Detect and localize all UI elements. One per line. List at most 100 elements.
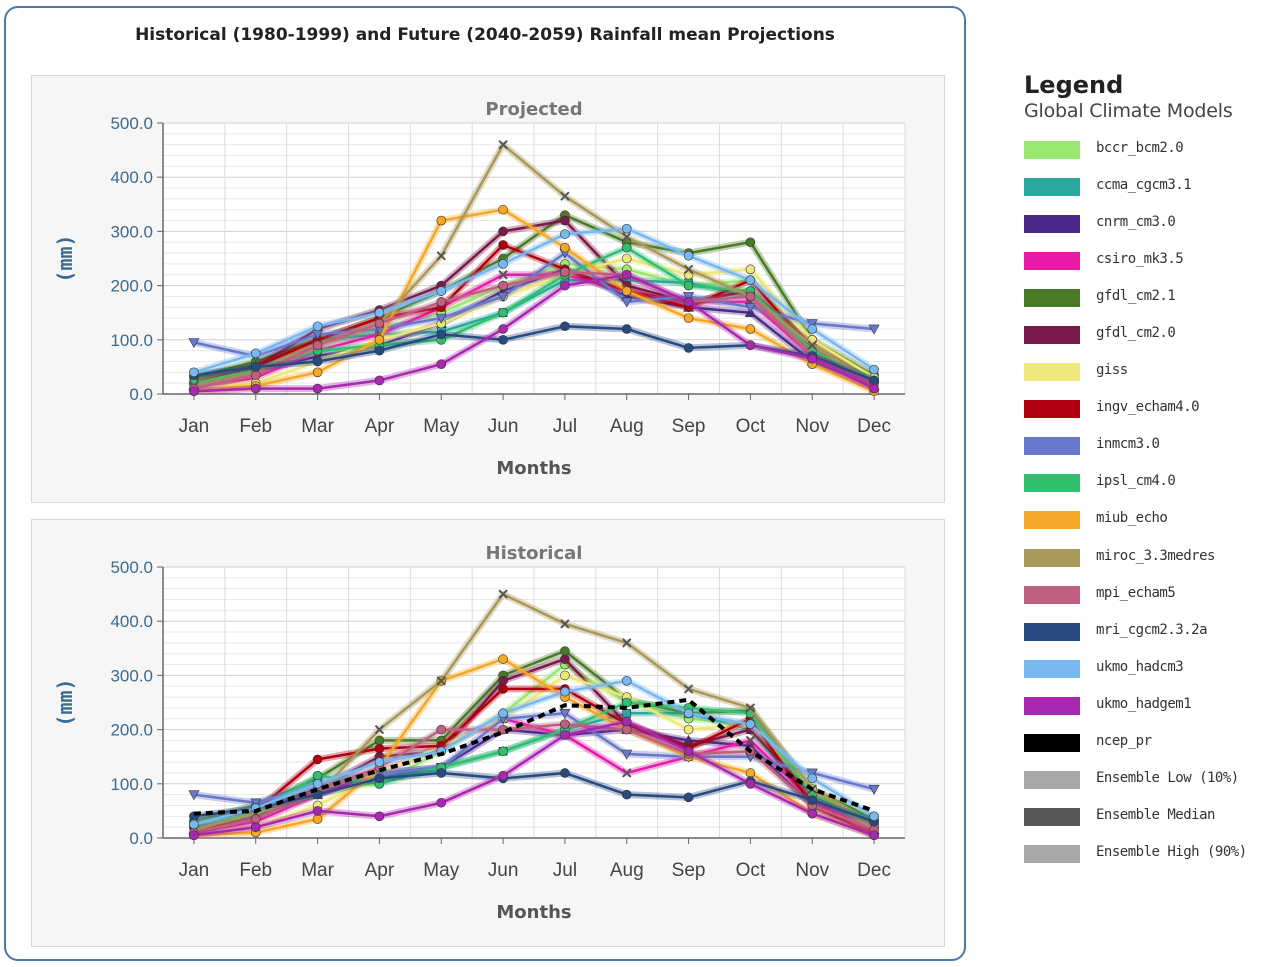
data-point	[560, 321, 570, 332]
legend-item[interactable]: ccma_cgcm3.1	[1024, 173, 1269, 210]
y-tick-label: 400.0	[110, 168, 153, 187]
data-point	[869, 383, 879, 394]
legend-item[interactable]: mri_cgcm2.3.2a	[1024, 618, 1269, 655]
series-line	[193, 208, 875, 393]
data-point	[683, 708, 694, 719]
legend-item[interactable]: giss	[1024, 358, 1269, 395]
x-tick-label: May	[423, 416, 459, 437]
data-point	[498, 746, 508, 757]
data-point	[560, 670, 570, 681]
x-tick-label: Jul	[553, 416, 577, 437]
legend-item[interactable]: ukmo_hadgem1	[1024, 692, 1269, 729]
legend-label: csiro_mk3.5	[1096, 251, 1184, 268]
legend-item[interactable]: ingv_echam4.0	[1024, 395, 1269, 432]
x-tick-label: Oct	[736, 860, 766, 881]
legend-label: Ensemble Low (10%)	[1096, 769, 1239, 786]
data-point	[745, 719, 756, 729]
legend-swatch	[1024, 252, 1080, 271]
legend-swatch	[1024, 733, 1080, 752]
data-point	[436, 297, 447, 307]
data-point	[312, 321, 323, 332]
y-tick-label: 400.0	[110, 612, 153, 631]
y-axis-label: (mm)	[53, 678, 77, 726]
chart-subtitle: Projected	[485, 99, 582, 120]
data-point	[745, 768, 756, 778]
legend-label: bccr_bcm2.0	[1096, 140, 1184, 156]
legend-item[interactable]: csiro_mk3.5	[1024, 247, 1269, 284]
legend-swatch	[1024, 770, 1080, 789]
y-tick-label: 500.0	[110, 114, 153, 133]
data-point	[683, 684, 694, 694]
data-point	[806, 768, 818, 779]
data-point	[498, 280, 508, 291]
data-point	[560, 267, 570, 277]
series-line	[193, 270, 875, 390]
legend-item[interactable]: ncep_pr	[1024, 729, 1269, 766]
legend-swatch	[1024, 437, 1080, 456]
data-point	[436, 768, 447, 778]
series-line	[193, 268, 875, 388]
data-point	[807, 353, 818, 364]
series-ukmo_hadgem1	[189, 269, 879, 397]
data-point	[374, 318, 385, 329]
data-point	[621, 269, 632, 280]
legend-label: cnrm_cm3.0	[1096, 214, 1176, 231]
y-tick-label: 500.0	[110, 558, 153, 577]
data-point	[745, 778, 756, 789]
series-line	[193, 697, 875, 816]
data-point	[683, 792, 694, 803]
data-point	[250, 362, 261, 372]
data-point	[559, 709, 571, 719]
x-tick-label: Dec	[857, 860, 891, 881]
legend-title: Legend	[1024, 71, 1124, 99]
data-point	[745, 324, 756, 334]
legend-item[interactable]: gfdl_cm2.0	[1024, 321, 1269, 358]
x-tick-label: Aug	[610, 860, 644, 881]
legend-label: ukmo_hadgem1	[1096, 695, 1192, 712]
data-point	[560, 730, 570, 740]
data-point	[374, 307, 385, 318]
legend-label: ipsl_cm4.0	[1096, 473, 1176, 490]
legend-swatch	[1024, 178, 1080, 197]
legend-item[interactable]: ipsl_cm4.0	[1024, 469, 1269, 506]
legend-item[interactable]: ukmo_hadcm3	[1024, 655, 1269, 692]
data-point	[560, 768, 570, 778]
data-point	[560, 215, 570, 226]
data-point	[498, 334, 508, 345]
data-point	[189, 830, 199, 841]
legend-item[interactable]: miroc_3.3medres	[1024, 544, 1269, 581]
legend-item[interactable]: mpi_echam5	[1024, 581, 1269, 618]
data-point	[560, 686, 570, 697]
data-point	[436, 286, 447, 296]
y-tick-label: 0.0	[129, 829, 153, 848]
x-tick-label: Dec	[857, 416, 891, 437]
y-tick-label: 100.0	[110, 775, 153, 794]
legend-item[interactable]: gfdl_cm2.1	[1024, 284, 1269, 321]
data-point	[312, 770, 323, 781]
x-tick-label: Jun	[488, 860, 519, 881]
legend-item[interactable]: Ensemble High (90%)	[1024, 840, 1269, 877]
legend-item[interactable]: inmcm3.0	[1024, 432, 1269, 469]
legend-subtitle: Global Climate Models	[1024, 100, 1233, 122]
data-point	[250, 822, 261, 832]
data-point	[498, 259, 508, 269]
legend-swatch	[1024, 696, 1080, 715]
x-tick-label: Oct	[736, 416, 766, 437]
data-point	[189, 386, 199, 397]
data-point	[621, 676, 632, 686]
y-tick-label: 200.0	[110, 277, 153, 296]
data-point	[807, 324, 818, 334]
data-point	[807, 340, 817, 350]
legend-swatch	[1024, 511, 1080, 530]
legend-swatch	[1024, 807, 1080, 826]
x-tick-label: Sep	[672, 860, 706, 881]
legend-label: miub_echo	[1096, 510, 1168, 527]
y-tick-label: 0.0	[129, 385, 153, 404]
legend-item[interactable]: Ensemble Median	[1024, 803, 1269, 840]
legend-swatch	[1024, 659, 1080, 678]
legend-item[interactable]: bccr_bcm2.0	[1024, 136, 1269, 173]
legend-item[interactable]: Ensemble Low (10%)	[1024, 766, 1269, 803]
legend-item[interactable]: cnrm_cm3.0	[1024, 210, 1269, 247]
data-point	[745, 340, 756, 351]
legend-item[interactable]: miub_echo	[1024, 506, 1269, 543]
